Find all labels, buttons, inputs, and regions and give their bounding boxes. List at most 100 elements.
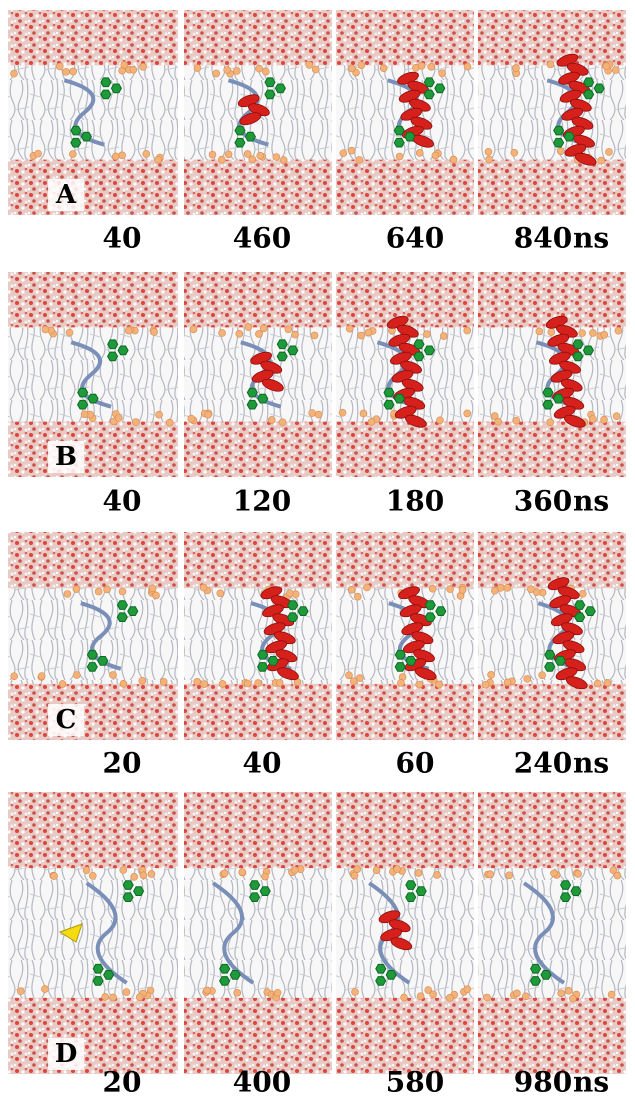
- phosphate: [503, 584, 512, 592]
- phosphate: [254, 679, 262, 687]
- phosphate: [165, 418, 174, 427]
- water-top: [478, 532, 626, 589]
- aromatic-ring: [393, 393, 405, 404]
- phosphate: [379, 64, 388, 73]
- phosphate: [148, 584, 157, 593]
- phosphate: [10, 69, 18, 78]
- phosphate: [339, 149, 348, 157]
- phosphate: [41, 325, 50, 334]
- time-label: 840: [514, 222, 572, 255]
- phosphate: [114, 414, 123, 422]
- phosphate: [109, 993, 117, 1002]
- aromatic-ring: [107, 339, 119, 350]
- phosphate: [155, 410, 163, 419]
- aromatic-ring: [542, 399, 554, 410]
- phosphate: [423, 330, 431, 338]
- aromatic-ring: [423, 345, 435, 356]
- phosphate: [72, 671, 81, 679]
- water-top: [336, 792, 474, 869]
- aromatic-ring: [122, 892, 134, 902]
- aromatic-ring: [394, 662, 406, 672]
- water-bottom: [336, 997, 474, 1074]
- phosphate: [363, 583, 371, 592]
- phosphate: [311, 65, 320, 74]
- aromatic-ring: [257, 662, 269, 672]
- phosphate: [124, 326, 133, 335]
- phosphate: [233, 989, 242, 997]
- phosphate: [350, 871, 359, 880]
- water-bottom: [478, 159, 626, 215]
- aromatic-ring: [92, 976, 104, 986]
- time-label: 40: [243, 747, 282, 780]
- time-label: 460: [233, 222, 291, 255]
- water-bottom: [8, 683, 178, 740]
- water-top: [336, 532, 474, 589]
- phosphate: [589, 329, 597, 337]
- phosphate: [510, 148, 519, 157]
- phosphate: [193, 677, 201, 686]
- phosphate: [255, 64, 263, 73]
- phosphate: [589, 415, 597, 423]
- phosphate: [395, 152, 404, 161]
- panel-letter-box: [48, 441, 84, 473]
- phosphate: [65, 328, 74, 337]
- snapshot: [478, 792, 626, 1074]
- aromatic-ring: [423, 77, 435, 88]
- snapshot: [478, 532, 626, 740]
- aromatic-ring: [424, 600, 436, 610]
- aromatic-ring: [259, 886, 271, 896]
- time-unit: ns: [573, 485, 609, 518]
- phosphate: [187, 414, 196, 423]
- aromatic-ring: [87, 393, 99, 404]
- phosphate: [347, 146, 356, 155]
- phosphate: [135, 993, 144, 1001]
- phosphate: [602, 62, 611, 71]
- water-bottom: [478, 421, 626, 477]
- phosphate: [436, 416, 444, 425]
- aromatic-ring: [110, 83, 122, 94]
- snapshot: [8, 272, 178, 477]
- phosphate: [357, 61, 366, 69]
- phosphate: [147, 870, 156, 878]
- aromatic-ring: [413, 339, 425, 350]
- aromatic-ring: [77, 399, 89, 410]
- phosphate: [538, 671, 546, 679]
- aromatic-ring: [583, 89, 595, 100]
- phosphate: [614, 326, 623, 335]
- phosphate: [347, 585, 356, 594]
- phosphate: [550, 869, 558, 878]
- time-label: 400: [233, 1066, 291, 1099]
- phosphate: [218, 680, 227, 688]
- helix-turn: [574, 152, 597, 166]
- time-unit: ns: [573, 222, 609, 255]
- phosphate: [119, 866, 128, 874]
- phosphate: [512, 416, 521, 425]
- snapshot: [336, 532, 474, 740]
- time-label: 580: [386, 1066, 444, 1099]
- phosphate: [118, 587, 127, 596]
- phosphate: [16, 987, 25, 995]
- phosphate: [481, 680, 490, 689]
- aromatic-ring: [264, 89, 276, 100]
- coil: [85, 881, 128, 985]
- aromatic-ring: [424, 612, 436, 622]
- time-label: 640: [386, 222, 444, 255]
- phosphate: [152, 591, 160, 600]
- water-bottom: [184, 421, 332, 477]
- aromatic-ring: [563, 131, 575, 142]
- water-bottom: [336, 683, 474, 740]
- aromatic-ring: [287, 600, 299, 610]
- aromatic-ring: [234, 125, 246, 136]
- phosphate: [446, 994, 454, 1002]
- phosphate: [439, 332, 448, 340]
- aromatic-ring: [267, 656, 279, 666]
- phosphate: [208, 150, 217, 159]
- aromatic-ring: [385, 970, 397, 980]
- aromatic-ring: [583, 77, 595, 88]
- phosphate: [243, 150, 252, 158]
- time-label: 180: [386, 485, 444, 518]
- helix-turn: [239, 112, 262, 126]
- aromatic-ring: [246, 399, 258, 410]
- snapshot: [336, 792, 474, 1074]
- phosphate: [132, 418, 140, 426]
